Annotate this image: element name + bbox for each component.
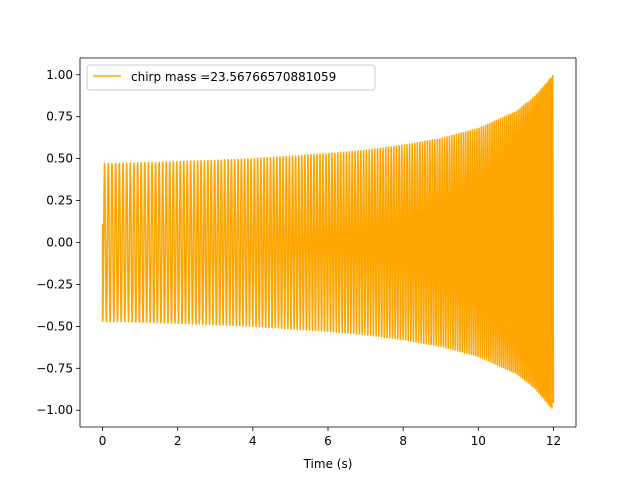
- y-tick-label: 0.00: [46, 236, 73, 250]
- legend: chirp mass =23.56766570881059: [86, 64, 376, 91]
- x-tick-label: 12: [546, 434, 561, 448]
- axes: 0 2 4 6 8 10 12 1.00 0.75 0.50 0.25 0.00 −0.25 −0.50 −…: [36, 57, 577, 448]
- legend-box: [86, 64, 376, 91]
- y-tick-label: −1.00: [36, 403, 73, 417]
- y-tick-label: 0.75: [46, 110, 73, 124]
- plot-area: [101, 74, 555, 409]
- x-tick-label: 10: [471, 434, 486, 448]
- x-tick-label: 6: [324, 434, 332, 448]
- y-tick-label: 1.00: [46, 68, 73, 82]
- y-tick-label: −0.50: [36, 319, 73, 333]
- y-tick-label: 0.25: [46, 194, 73, 208]
- x-tick-label: 2: [174, 434, 182, 448]
- x-tick-label: 4: [249, 434, 257, 448]
- y-tick-label: −0.75: [36, 361, 73, 375]
- x-tick-label: 8: [399, 434, 407, 448]
- legend-label: chirp mass =23.56766570881059: [131, 70, 336, 84]
- x-axis-label: Time (s): [303, 457, 353, 471]
- y-tick-label: 0.50: [46, 152, 73, 166]
- y-tick-label: −0.25: [36, 277, 73, 291]
- x-tick-label: 0: [99, 434, 107, 448]
- series-line-0: [101, 74, 555, 409]
